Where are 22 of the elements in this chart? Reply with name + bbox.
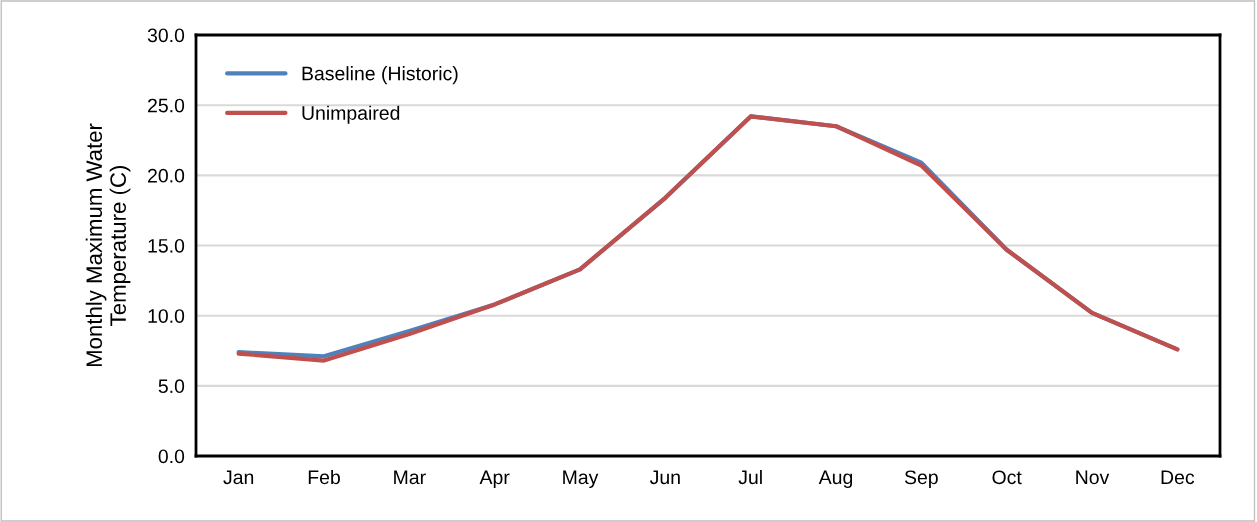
- x-tick-label: Feb: [308, 469, 340, 485]
- x-tick-label: Jul: [738, 469, 762, 485]
- y-tick-label: 10.0: [148, 309, 185, 323]
- x-tick-label: Aug: [818, 470, 853, 489]
- y-tick-label: 20.0: [148, 168, 185, 183]
- x-tick-label: Jun: [649, 470, 680, 485]
- legend-label: Unimpaired: [302, 105, 400, 124]
- x-tick-label: Dec: [1161, 470, 1195, 485]
- x-tick-label: Oct: [992, 470, 1022, 485]
- x-tick-label: Jan: [223, 470, 254, 485]
- x-tick-label: Mar: [394, 470, 426, 485]
- y-axis-title: Monthly Maximum Water Temperature (C): [85, 123, 131, 367]
- x-tick-label: Apr: [479, 470, 510, 489]
- y-tick-label: 25.0: [148, 98, 185, 113]
- y-tick-label: 5.0: [158, 379, 185, 394]
- x-tick-label: May: [563, 470, 599, 489]
- x-tick-label: Sep: [904, 470, 938, 489]
- y-tick-label: 30.0: [147, 28, 185, 43]
- x-tick-label: Nov: [1076, 470, 1110, 485]
- y-tick-label: 15.0: [148, 238, 185, 253]
- y-tick-label: 0.0: [158, 449, 185, 464]
- legend-label: Baseline (Historic): [302, 66, 458, 85]
